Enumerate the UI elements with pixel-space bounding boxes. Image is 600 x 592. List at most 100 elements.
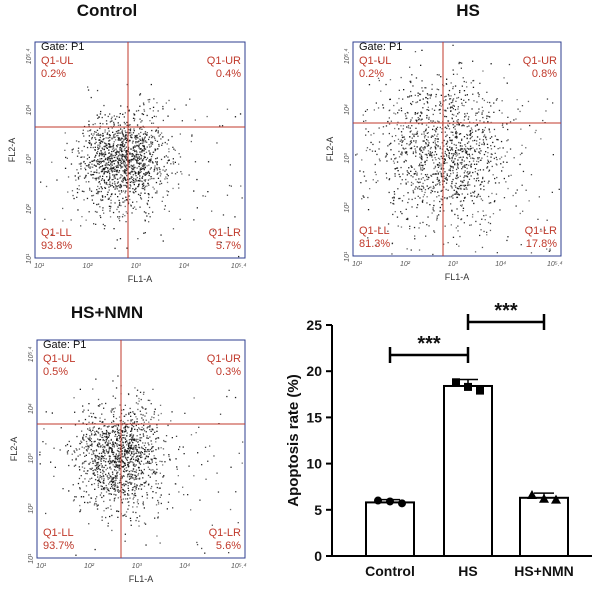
event-dot — [416, 120, 418, 123]
event-dot — [146, 427, 148, 429]
event-dot — [117, 429, 120, 432]
event-dot — [520, 244, 522, 246]
event-dot — [551, 191, 553, 193]
event-dot — [471, 195, 473, 197]
event-dot — [355, 154, 357, 156]
event-dot — [137, 478, 139, 480]
event-dot — [168, 210, 170, 212]
event-dot — [123, 145, 125, 148]
event-dot — [135, 142, 137, 144]
event-dot — [522, 170, 525, 173]
event-dot — [461, 161, 463, 164]
event-dot — [119, 124, 121, 126]
event-dot — [469, 224, 471, 226]
event-dot — [481, 218, 483, 220]
event-dot — [114, 461, 116, 463]
event-dot — [428, 225, 430, 227]
event-dot — [104, 167, 106, 169]
event-dot — [148, 194, 150, 196]
event-dot — [494, 135, 496, 137]
event-dot — [154, 473, 156, 475]
event-dot — [105, 491, 108, 493]
event-dot — [141, 140, 143, 142]
event-dot — [67, 176, 70, 178]
event-dot — [117, 456, 119, 459]
event-dot — [124, 463, 126, 465]
event-dot — [400, 131, 403, 133]
event-dot — [154, 457, 156, 459]
event-dot — [128, 444, 130, 446]
bar-control — [365, 501, 415, 557]
event-dot — [98, 116, 100, 118]
event-dot — [129, 178, 131, 180]
event-dot — [491, 153, 493, 156]
event-dot — [455, 133, 457, 135]
event-dot — [448, 175, 450, 178]
event-dot — [117, 165, 119, 167]
event-dot — [403, 161, 405, 163]
event-dot — [97, 438, 99, 440]
event-dot — [131, 427, 133, 429]
event-dot — [416, 133, 418, 135]
event-dot — [114, 484, 117, 486]
event-dot — [135, 519, 137, 522]
event-dot — [488, 180, 490, 182]
event-dot — [135, 438, 137, 440]
event-dot — [156, 162, 158, 164]
event-dot — [117, 447, 119, 449]
event-dot — [60, 427, 62, 429]
event-dot — [132, 506, 134, 508]
event-dot — [100, 153, 102, 155]
event-dot — [109, 146, 111, 148]
event-dot — [121, 460, 123, 462]
event-dot — [140, 166, 142, 169]
event-dot — [124, 135, 126, 137]
event-dot — [154, 165, 156, 167]
event-dot — [535, 129, 537, 132]
event-dot — [409, 136, 411, 138]
event-dot — [461, 138, 463, 140]
event-dot — [135, 488, 137, 490]
event-dot — [157, 127, 159, 129]
event-dot — [468, 172, 471, 175]
event-dot — [66, 451, 69, 453]
event-dot — [142, 472, 145, 475]
event-dot — [374, 163, 376, 166]
event-dot — [410, 103, 413, 106]
event-dot — [477, 129, 479, 131]
event-dot — [109, 432, 111, 434]
event-dot — [457, 193, 459, 195]
event-dot — [474, 251, 477, 253]
event-dot — [111, 148, 114, 150]
event-dot — [422, 199, 424, 201]
event-dot — [94, 502, 96, 505]
event-dot — [113, 147, 115, 149]
event-dot — [100, 428, 102, 430]
event-dot — [401, 154, 403, 156]
event-dot — [438, 165, 441, 167]
event-dot — [493, 157, 495, 160]
event-dot — [432, 209, 434, 211]
event-dot — [371, 150, 374, 152]
event-dot — [474, 125, 477, 127]
event-dot — [129, 181, 131, 183]
event-dot — [114, 168, 116, 170]
event-dot — [124, 437, 126, 439]
event-dot — [123, 201, 125, 203]
event-dot — [110, 154, 112, 157]
event-dot — [138, 140, 140, 142]
event-dot — [129, 173, 132, 175]
event-dot — [368, 84, 371, 86]
event-dot — [97, 484, 99, 486]
event-dot — [412, 183, 414, 185]
event-dot — [457, 113, 459, 115]
event-dot — [151, 122, 153, 124]
event-dot — [116, 486, 118, 489]
event-dot — [111, 451, 113, 454]
event-dot — [72, 484, 74, 486]
event-dot — [106, 467, 109, 469]
event-dot — [149, 153, 152, 155]
event-dot — [470, 147, 472, 150]
event-dot — [407, 96, 409, 98]
event-dot — [42, 441, 44, 443]
